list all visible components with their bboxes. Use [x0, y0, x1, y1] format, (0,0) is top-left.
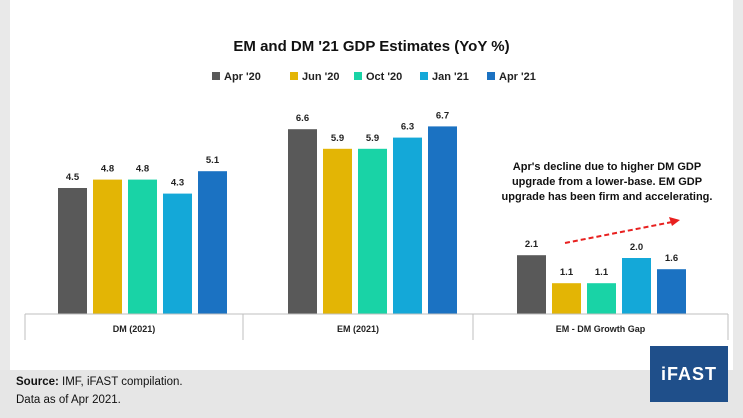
data-label: 2.1: [525, 239, 539, 250]
data-label: 1.1: [595, 267, 609, 278]
legend-label: Jan '21: [432, 71, 469, 83]
legend-label: Jun '20: [302, 71, 339, 83]
source-label: Source:: [16, 376, 59, 388]
legend-swatch: [487, 72, 495, 80]
annotation-text: Apr's decline due to higher DM GDP: [513, 161, 701, 173]
bar: [657, 269, 686, 314]
data-label: 6.7: [436, 110, 449, 121]
trend-arrow-head: [669, 217, 680, 226]
legend-swatch: [290, 72, 298, 80]
legend-swatch: [420, 72, 428, 80]
legend: Apr '20 Jun '20 Oct '20 Jan '21 Apr '21: [212, 71, 536, 83]
legend-label: Apr '20: [224, 71, 261, 83]
footer-band: [0, 370, 743, 418]
category-label: DM (2021): [113, 324, 156, 334]
bar: [323, 148, 352, 314]
left-border: [0, 0, 10, 418]
bar: [587, 283, 616, 314]
annotation-text: upgrade from a lower-base. EM GDP: [512, 176, 702, 188]
data-label: 6.3: [401, 122, 414, 133]
bar: [198, 171, 227, 314]
bar: [288, 129, 317, 314]
chart-title: EM and DM '21 GDP Estimates (YoY %): [233, 38, 510, 55]
bar: [128, 179, 157, 314]
bar: [428, 126, 457, 315]
data-label: 1.1: [560, 267, 574, 278]
ifast-logo: iFAST: [650, 346, 728, 402]
bar: [552, 283, 581, 314]
bar: [393, 137, 422, 314]
data-label: 5.9: [366, 133, 379, 144]
category-label: EM (2021): [337, 324, 379, 334]
data-label: 4.3: [171, 178, 184, 189]
value-labels: 4.5 4.8 4.8 4.3 5.1 6.6 5.9 5.9 6.3 6.7 2.1 1.1 1.1 2…: [66, 110, 678, 278]
bars: [58, 126, 686, 315]
data-label: 4.8: [136, 164, 149, 175]
legend-swatch: [354, 72, 362, 80]
x-axis: DM (2021) EM (2021) EM - DM Growth Gap: [24, 313, 729, 340]
right-border: [733, 0, 743, 418]
legend-swatch: [212, 72, 220, 80]
bar: [93, 179, 122, 314]
data-date-note: Data as of Apr 2021.: [16, 394, 121, 406]
bar: [358, 148, 387, 314]
category-label: EM - DM Growth Gap: [556, 324, 646, 334]
annotation: Apr's decline due to higher DM GDP upgrad…: [502, 161, 713, 244]
legend-label: Apr '21: [499, 71, 536, 83]
data-label: 1.6: [665, 253, 678, 264]
source-text: IMF, iFAST compilation.: [58, 376, 183, 388]
data-label: 4.8: [101, 164, 114, 175]
source-note: Source: IMF, iFAST compilation.: [16, 376, 183, 388]
trend-arrow-line: [564, 221, 673, 244]
data-label: 5.1: [206, 155, 220, 166]
bar: [517, 255, 546, 314]
bar: [163, 193, 192, 314]
bar: [58, 188, 87, 314]
data-label: 5.9: [331, 133, 344, 144]
bar: [622, 258, 651, 314]
legend-label: Oct '20: [366, 71, 402, 83]
annotation-text: upgrade has been firm and accelerating.: [502, 191, 713, 203]
data-label: 4.5: [66, 172, 80, 183]
data-label: 2.0: [630, 242, 643, 253]
data-label: 6.6: [296, 113, 309, 124]
